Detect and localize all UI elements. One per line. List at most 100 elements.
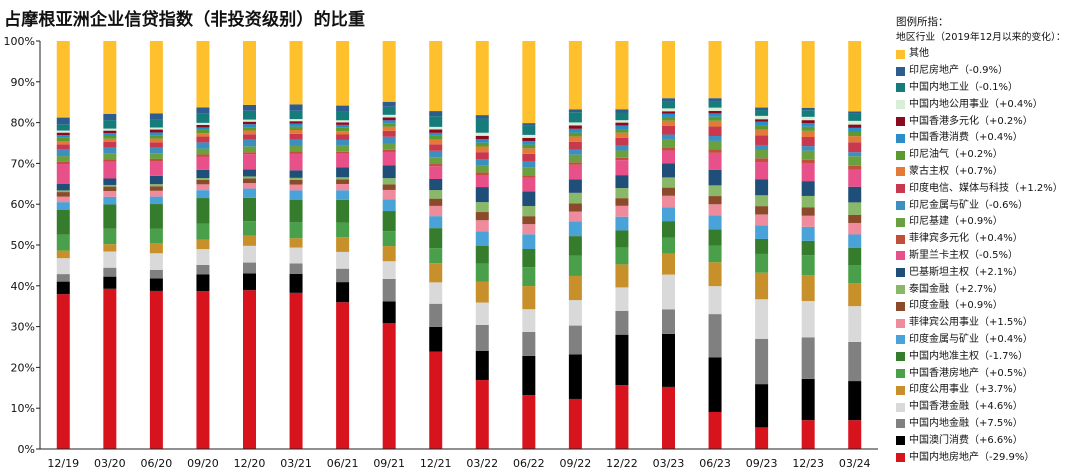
- bar-segment: [522, 41, 536, 124]
- bar-segment: [801, 301, 815, 338]
- bar-segment: [475, 118, 489, 133]
- legend-item: 中国内地工业（-0.1%）: [896, 80, 1080, 97]
- bar-segment: [475, 139, 489, 143]
- bar-segment: [149, 184, 163, 187]
- x-tick-label: 06/21: [327, 457, 359, 470]
- bar-segment: [662, 163, 675, 178]
- legend-item: 蒙古主权（+0.7%）: [896, 164, 1080, 181]
- bar-segment: [336, 237, 350, 252]
- bar-segment: [522, 224, 536, 235]
- bar-segment: [615, 157, 629, 161]
- bar-segment: [56, 190, 70, 193]
- bar-segment: [289, 292, 303, 449]
- bar-segment: [801, 275, 815, 302]
- bar-segment: [708, 411, 722, 449]
- bar-segment: [615, 247, 629, 265]
- bar-segment: [243, 235, 256, 246]
- bar-segment: [289, 121, 303, 124]
- y-tick-label: 20%: [11, 361, 35, 374]
- bar-segment: [103, 138, 117, 142]
- bar-segment: [568, 128, 582, 133]
- bar-segment: [568, 109, 582, 113]
- legend-label: 中国澳门消费（+6.6%）: [909, 434, 1023, 446]
- x-tick-label: 12/22: [606, 457, 638, 470]
- bar-segment: [429, 248, 443, 264]
- bar-segment: [196, 129, 210, 134]
- bar-segment: [336, 120, 350, 123]
- bar-segment: [522, 309, 536, 332]
- legend-swatch: [896, 335, 905, 345]
- bar-segment: [522, 153, 536, 162]
- bar-segment: [336, 302, 350, 449]
- bar-segment: [103, 204, 117, 229]
- bar-segment: [848, 120, 862, 125]
- legend-title: 图例所指：: [896, 16, 949, 28]
- bar-segment: [56, 144, 70, 150]
- bar-segment: [149, 132, 163, 136]
- bar-segment: [848, 127, 862, 132]
- legend-swatch: [896, 83, 905, 93]
- bar-segment: [568, 221, 582, 237]
- bar-segment: [336, 179, 350, 184]
- bar-segment: [149, 196, 163, 205]
- legend-item: 中国香港多元化（+0.2%）: [896, 113, 1080, 130]
- bar-segment: [755, 41, 769, 108]
- bar-segment: [56, 234, 70, 251]
- bar-segment: [522, 395, 536, 449]
- bar-segment: [382, 114, 396, 118]
- bar-segment: [708, 113, 722, 117]
- bar-segment: [243, 121, 256, 125]
- bar-segment: [522, 175, 536, 178]
- bar-segment: [801, 207, 815, 216]
- bar-segment: [289, 119, 303, 122]
- bar-segment: [475, 281, 489, 303]
- bar-segment: [708, 204, 722, 216]
- bar-segment: [801, 120, 815, 124]
- bar-segment: [662, 134, 675, 140]
- bar-segment: [336, 111, 350, 121]
- bar-segment: [755, 121, 769, 126]
- legend-item: 中国香港金融（+4.6%）: [896, 399, 1080, 416]
- bar-segment: [708, 215, 722, 230]
- bar-segment: [568, 203, 582, 212]
- bar-segment: [522, 123, 536, 126]
- legend-item: 印度电信、媒体与科技（+1.2%）: [896, 180, 1080, 197]
- bar-segment: [662, 116, 675, 121]
- bar-segment: [848, 265, 862, 284]
- bar-segment: [149, 161, 163, 176]
- bar-segment: [243, 221, 256, 236]
- bar-segment: [243, 262, 256, 274]
- bar-segment: [56, 141, 70, 145]
- bar-segment: [801, 181, 815, 196]
- bar-segment: [196, 133, 210, 137]
- bar-segment: [522, 267, 536, 287]
- bar-segment: [336, 222, 350, 238]
- legend-label: 菲律宾多元化（+0.4%）: [909, 233, 1023, 245]
- bar-segment: [568, 236, 582, 256]
- bar-segment: [568, 275, 582, 301]
- legend-swatch: [896, 117, 905, 127]
- bar-segment: [708, 229, 722, 246]
- y-tick-label: 30%: [11, 321, 35, 334]
- bar-segment: [475, 172, 489, 175]
- bar-segment: [848, 283, 862, 307]
- x-tick-label: 03/24: [839, 457, 871, 470]
- bar-segment: [196, 264, 210, 275]
- bar-segment: [289, 247, 303, 264]
- legend-label: 印尼金属与矿业（-0.6%）: [909, 199, 1029, 211]
- legend-label: 中国香港金融（+4.6%）: [909, 401, 1023, 413]
- bar-segment: [336, 139, 350, 146]
- legend-swatch: [896, 100, 905, 110]
- bar-segment: [196, 239, 210, 250]
- bar-segment: [243, 273, 256, 291]
- legend-swatch: [896, 133, 905, 143]
- bar-segment: [429, 144, 443, 151]
- bar-segment: [522, 286, 536, 310]
- bar-segment: [196, 274, 210, 292]
- bar-segment: [103, 141, 117, 148]
- bar-segment: [382, 151, 396, 166]
- bar-segment: [662, 147, 675, 151]
- bar-segment: [196, 107, 210, 114]
- bar-segment: [615, 137, 629, 146]
- legend-item: 印尼金属与矿业（-0.6%）: [896, 197, 1080, 214]
